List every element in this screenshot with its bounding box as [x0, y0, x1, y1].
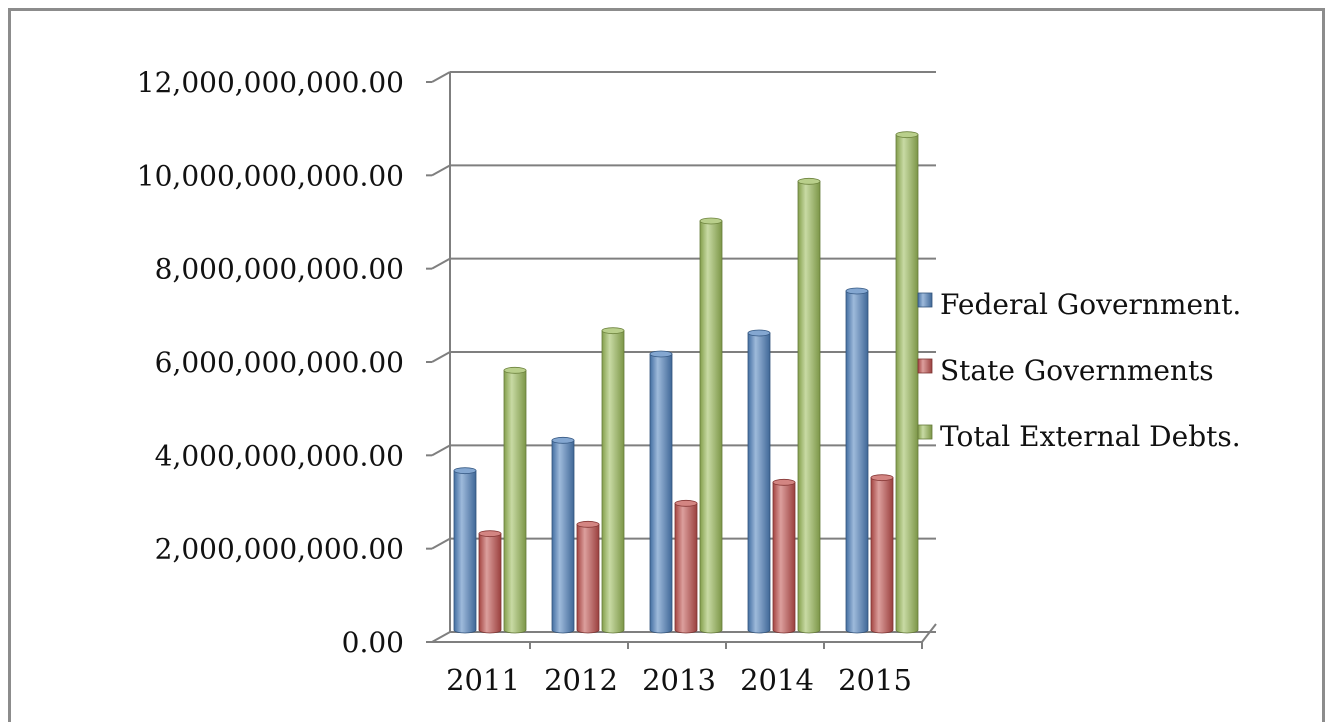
bar-federal-government-2011: [453, 467, 477, 634]
bar-total-external-debts-2014: [797, 177, 821, 634]
gridline-depth: [431, 537, 451, 550]
bar-state-governments-2014: [772, 478, 796, 634]
bar-state-governments-2015: [870, 474, 894, 634]
x-axis-ticks: 2011 2012 2013 2014 2015: [446, 642, 923, 697]
bar-federal-government-2014: [747, 329, 771, 634]
legend-swatch: [917, 424, 933, 440]
y-tick-label: 4,000,000,000.00: [155, 439, 404, 472]
y-tick-label: 6,000,000,000.00: [155, 346, 404, 379]
gridline-depth: [431, 631, 451, 643]
y-tick-label: 10,000,000,000.00: [137, 159, 404, 192]
x-tick-label: 2011: [446, 663, 520, 697]
gridline-depth: [431, 71, 451, 83]
bar-state-governments-2012: [576, 520, 600, 634]
gridline-depth: [431, 257, 451, 270]
legend-item: State Governments: [917, 354, 1214, 387]
x-tick-label: 2015: [838, 663, 912, 697]
bar-federal-government-2013: [649, 350, 673, 634]
x-tick-label: 2013: [642, 663, 716, 697]
legend-label: State Governments: [940, 354, 1214, 387]
bar-total-external-debts-2015: [895, 131, 919, 634]
gridline-depth: [431, 164, 451, 177]
legend-label: Federal Government.: [940, 288, 1241, 321]
legend-label: Total External Debts.: [940, 420, 1241, 453]
bar-total-external-debts-2012: [601, 327, 625, 634]
bar-state-governments-2013: [674, 499, 698, 634]
y-tick-label: 8,000,000,000.00: [155, 253, 404, 286]
y-tick-label: 0.00: [342, 626, 404, 659]
legend-item: Total External Debts.: [917, 420, 1241, 453]
x-tick-label: 2014: [740, 663, 814, 697]
floor-edge: [921, 623, 937, 643]
legend-swatch: [917, 292, 933, 308]
y-tick-label: 12,000,000,000.00: [137, 66, 404, 99]
bar-federal-government-2012: [551, 436, 575, 634]
gridline-depth: [431, 351, 451, 363]
legend-swatch: [917, 358, 933, 374]
y-axis-ticks: 0.00 2,000,000,000.00 4,000,000,000.00 6,00…: [137, 66, 404, 659]
legend: Federal Government. State Governments Tota…: [917, 288, 1241, 453]
y-tick-label: 2,000,000,000.00: [155, 533, 404, 566]
x-tick-label: 2012: [544, 663, 618, 697]
bar-state-governments-2011: [478, 530, 502, 634]
gridline-depth: [431, 444, 451, 457]
bar-federal-government-2015: [845, 287, 869, 634]
legend-item: Federal Government.: [917, 288, 1241, 321]
bars: [453, 131, 919, 634]
bar-total-external-debts-2013: [699, 217, 723, 634]
bar-total-external-debts-2011: [503, 366, 527, 634]
